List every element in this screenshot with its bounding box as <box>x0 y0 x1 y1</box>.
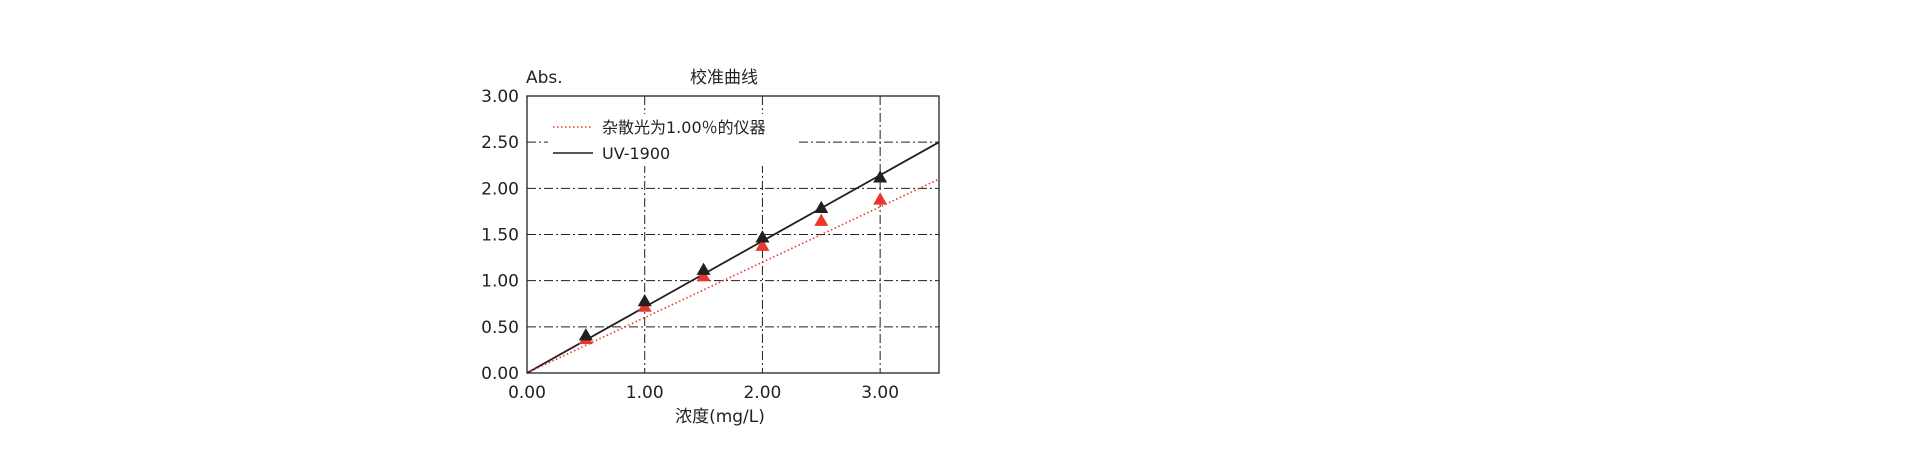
series-1-point <box>755 230 770 243</box>
x-tick-label: 2.00 <box>743 383 781 403</box>
tick-labels: 0.00 0.50 1.00 1.50 2.00 2.50 3.00 0.00 1.00 2.00… <box>481 87 899 403</box>
series-1-point <box>696 262 711 275</box>
y-tick-label: 3.00 <box>481 87 519 107</box>
x-tick-label: 1.00 <box>626 383 664 403</box>
series-0-point <box>755 238 770 251</box>
legend-label-uv1900: UV-1900 <box>602 144 670 163</box>
legend-label-stray-light: 杂散光为1.00％的仪器 <box>602 118 766 137</box>
y-tick-label: 2.00 <box>481 179 519 199</box>
plot-area-frame <box>526 95 940 374</box>
y-tick-label: 1.00 <box>481 272 519 292</box>
series-1-point <box>873 170 888 183</box>
legend-background <box>548 114 796 166</box>
x-axis-label: 浓度(mg/L) <box>675 407 765 427</box>
series-lines <box>526 141 940 374</box>
y-axis-label: Abs. <box>526 68 563 88</box>
legend: 杂散光为1.00％的仪器 UV-1900 <box>548 114 796 166</box>
y-tick-label: 2.50 <box>481 133 519 153</box>
series-1-point <box>814 200 829 213</box>
x-tick-label: 3.00 <box>861 383 899 403</box>
series-0-point <box>696 269 711 282</box>
y-tick-label: 1.50 <box>481 226 519 246</box>
series-1-point <box>578 328 593 341</box>
y-tick-label: 0.00 <box>481 364 519 384</box>
x-tick-label: 0.00 <box>508 383 546 403</box>
series-0-point <box>814 213 829 226</box>
series-1-point <box>637 293 652 307</box>
series-0-point <box>873 192 888 205</box>
series-1-fit-line <box>526 141 940 374</box>
chart-title: 校准曲线 <box>690 68 758 88</box>
y-tick-label: 0.50 <box>481 318 519 338</box>
data-points <box>578 170 888 345</box>
